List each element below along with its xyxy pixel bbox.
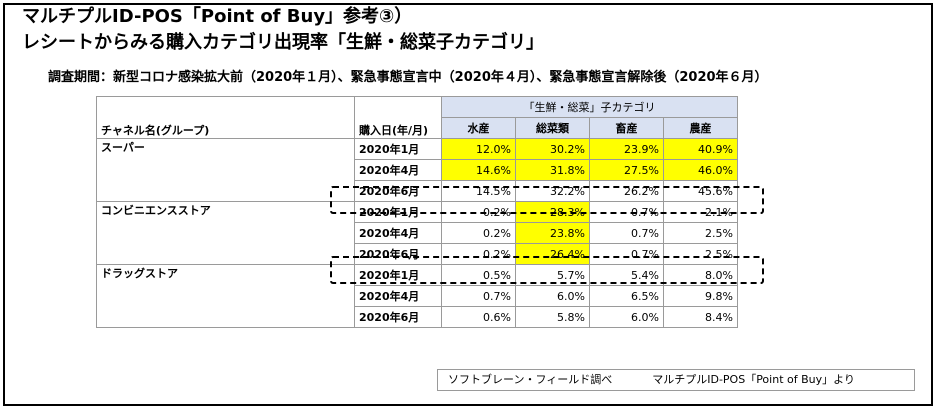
value-cell: 0.7%: [441, 285, 516, 307]
value-cell: 12.0%: [441, 138, 516, 160]
row-date: 2020年4月: [354, 159, 442, 181]
value-cell: 5.8%: [515, 306, 590, 328]
value-cell: 46.0%: [663, 159, 738, 181]
table-header-row-2: 水産 総菜類 畜産 農産: [97, 117, 738, 139]
channel-name: コンビニエンスストア: [96, 201, 355, 265]
category-group-header: 「生鮮・総菜」子カテゴリ: [441, 96, 738, 118]
value-cell: 30.2%: [515, 138, 590, 160]
date-column-header: 購入日(年/月): [354, 96, 442, 139]
table-row: 2020年4月 0.7% 6.0% 6.5% 9.8%: [97, 285, 738, 307]
value-cell: 0.2%: [441, 222, 516, 244]
title-line-2: レシートからみる購入カテゴリ出現率「生鮮・総菜子カテゴリ」: [22, 32, 544, 53]
channel-name: ドラッグストア: [96, 264, 355, 328]
survey-period-subtitle: 調査期間：新型コロナ感染拡大前（2020年１月）、緊急事態宣言中（2020年４月…: [48, 70, 768, 85]
row-date: 2020年6月: [354, 306, 442, 328]
row-date: 2020年4月: [354, 285, 442, 307]
channel-column-header: チャネル名(グループ): [96, 96, 355, 139]
table-row: 2020年6月 0.6% 5.8% 6.0% 8.4%: [97, 306, 738, 328]
category-header: 水産: [441, 117, 516, 139]
highlight-dashed-box-supermarket: [330, 186, 764, 214]
value-cell: 31.8%: [515, 159, 590, 181]
source-note: ソフトブレーン・フィールド調べ マルチプルID-POS「Point of Buy」…: [437, 369, 915, 391]
table-row: スーパー 2020年1月 12.0% 30.2% 23.9% 40.9%: [96, 138, 738, 202]
value-cell: 2.5%: [663, 222, 738, 244]
value-cell: 9.8%: [663, 285, 738, 307]
row-date: 2020年4月: [354, 222, 442, 244]
value-cell: 0.7%: [589, 222, 664, 244]
value-cell: 0.6%: [441, 306, 516, 328]
value-cell: 23.8%: [515, 222, 590, 244]
value-cell: 6.0%: [515, 285, 590, 307]
table-row: 2020年4月 14.6% 31.8% 27.5% 46.0%: [97, 159, 738, 181]
value-cell: 8.4%: [663, 306, 738, 328]
source-survey: ソフトブレーン・フィールド調べ: [448, 373, 613, 386]
value-cell: 6.0%: [589, 306, 664, 328]
value-cell: 0.5%: [441, 264, 516, 286]
value-cell: 27.5%: [589, 159, 664, 181]
table-header-row-1: チャネル名(グループ) 購入日(年/月) 「生鮮・総菜」子カテゴリ: [96, 96, 738, 139]
value-cell: 6.5%: [589, 285, 664, 307]
category-rate-table: チャネル名(グループ) 購入日(年/月) 「生鮮・総菜」子カテゴリ 水産 総菜類…: [96, 96, 738, 328]
category-header: 総菜類: [515, 117, 590, 139]
slide-frame: [3, 3, 933, 406]
category-header: 畜産: [589, 117, 664, 139]
highlight-dashed-box-convenience: [330, 256, 764, 284]
value-cell: 14.6%: [441, 159, 516, 181]
category-header: 農産: [663, 117, 738, 139]
value-cell: 40.9%: [663, 138, 738, 160]
channel-name: スーパー: [96, 138, 355, 202]
value-cell: 23.9%: [589, 138, 664, 160]
table-row: ドラッグストア 2020年1月 0.5% 5.7% 5.4% 8.0%: [96, 264, 738, 328]
source-data: マルチプルID-POS「Point of Buy」より: [652, 373, 855, 386]
title-line-1: マルチプルID-POS「Point of Buy」参考③）: [22, 6, 413, 27]
row-date: 2020年1月: [354, 138, 442, 160]
